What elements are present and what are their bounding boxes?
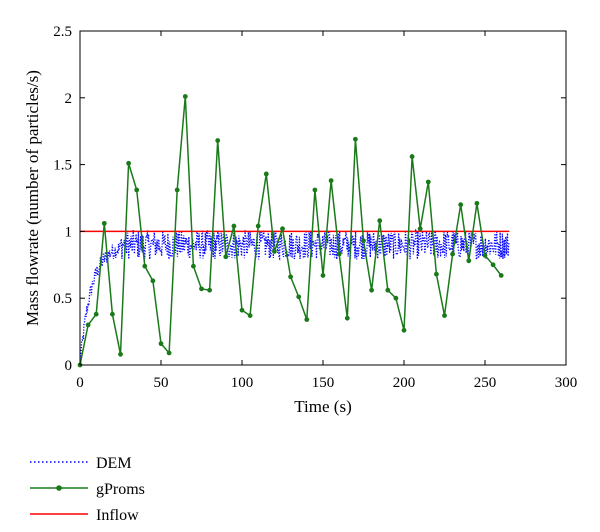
ticks-layer: 0 50 100 150 200 250 300 0 0.5 1 1.5 2 2.5 <box>53 24 577 391</box>
series-gproms-point <box>450 251 455 257</box>
series-gproms-point <box>85 322 91 328</box>
series-gproms-point <box>150 278 156 284</box>
y-tick-label: 1.5 <box>53 158 72 174</box>
y-tick-label: 1 <box>65 224 73 240</box>
x-tick-label: 100 <box>231 375 254 391</box>
series-gproms-point <box>118 351 123 357</box>
legend-dem-label: DEM <box>96 455 132 472</box>
series-gproms-point <box>312 187 318 193</box>
series-gproms-point <box>369 287 374 293</box>
series-dem-line <box>79 228 510 366</box>
series-gproms-point <box>142 263 148 269</box>
x-tick-label: 250 <box>474 375 497 391</box>
x-tick-label: 300 <box>555 375 578 391</box>
series-gproms-point <box>409 154 415 159</box>
y-tick-label: 2 <box>65 91 73 107</box>
series-gproms-point <box>182 94 188 99</box>
series-gproms-point <box>361 238 366 244</box>
series-gproms-point <box>328 178 334 184</box>
series-gproms-point <box>466 258 472 264</box>
series-gproms-point <box>255 223 261 229</box>
legend-gproms-label: gProms <box>96 481 145 498</box>
series-gproms-point <box>490 262 496 268</box>
series-gproms-point <box>110 311 115 317</box>
series-gproms-point <box>215 138 221 143</box>
series-gproms-point <box>417 226 423 232</box>
series-gproms-point <box>223 254 229 260</box>
series-gproms-point <box>288 274 293 280</box>
series-gproms-point <box>498 273 504 278</box>
legend: DEM gProms Inflow <box>30 455 145 524</box>
y-tick-label: 0 <box>65 358 73 374</box>
series-layer <box>77 94 510 368</box>
series-gproms-point <box>199 286 204 292</box>
plot-area <box>79 30 567 366</box>
series-gproms-point <box>207 287 213 293</box>
y-tick-label: 2.5 <box>53 24 72 40</box>
x-axis-label: Time (s) <box>294 397 351 416</box>
series-gproms-point <box>101 220 107 226</box>
series-gproms-point <box>296 294 302 300</box>
series-gproms-point <box>393 295 399 301</box>
legend-inflow-label: Inflow <box>96 507 139 524</box>
series-gproms-point <box>174 187 180 193</box>
x-tick-label: 150 <box>312 375 335 391</box>
series-gproms-point <box>377 218 383 224</box>
x-tick-label: 50 <box>154 375 169 391</box>
series-gproms-point <box>263 171 269 177</box>
y-axis-label: Mass flowrate (number of particles/s) <box>23 70 42 326</box>
series-gproms-point <box>247 313 253 318</box>
series-gproms-point <box>191 263 196 269</box>
series-gproms-point <box>336 251 342 257</box>
series-gproms-point <box>304 317 310 322</box>
series-gproms-point <box>166 350 172 356</box>
series-gproms-point <box>134 187 140 193</box>
series-gproms-point <box>280 226 285 232</box>
series-gproms-point <box>442 313 447 318</box>
series-gproms-point <box>434 271 439 277</box>
series-gproms-point <box>158 341 164 347</box>
series-gproms-point <box>474 200 480 206</box>
series-gproms-point <box>320 273 326 278</box>
plot-frame <box>79 30 567 366</box>
series-gproms-point <box>482 253 488 258</box>
series-gproms-point <box>425 179 431 185</box>
series-gproms-point <box>401 327 407 333</box>
series-gproms-point <box>344 315 350 321</box>
series-gproms-point <box>239 307 245 313</box>
legend-gproms-marker <box>56 485 62 491</box>
series-gproms-point <box>458 202 464 208</box>
series-gproms-point <box>126 160 131 166</box>
x-tick-label: 200 <box>393 375 416 391</box>
series-gproms-point <box>93 311 99 317</box>
x-tick-label: 0 <box>76 375 84 391</box>
series-gproms-point <box>353 136 358 142</box>
series-gproms-point <box>272 249 277 254</box>
series-gproms-point <box>385 287 391 293</box>
y-tick-label: 0.5 <box>53 291 72 307</box>
series-gproms-point <box>231 223 237 229</box>
